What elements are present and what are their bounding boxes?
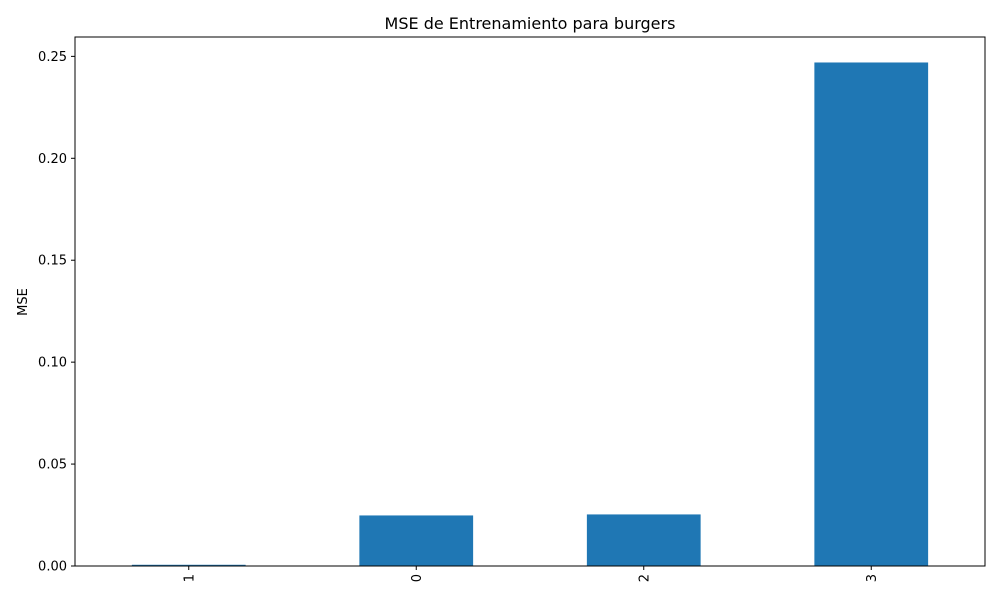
- y-tick-label: 0.00: [38, 560, 67, 575]
- x-axis: 1 0 2 3: [182, 566, 880, 582]
- chart-title: MSE de Entrenamiento para burgers: [385, 14, 676, 33]
- y-axis-label: MSE: [16, 288, 31, 316]
- y-tick-label: 0.05: [38, 458, 67, 473]
- y-tick-label: 0.20: [38, 152, 67, 167]
- x-tick-label: 0: [410, 574, 425, 582]
- bars-group: [131, 62, 929, 567]
- x-tick-label: 1: [182, 574, 197, 582]
- bar-0: [359, 515, 474, 566]
- y-tick-label: 0.25: [38, 50, 67, 65]
- y-axis: 0.00 0.05 0.10 0.15 0.20 0.25: [38, 50, 75, 575]
- x-tick-label: 3: [865, 574, 880, 582]
- bar-3: [814, 62, 929, 567]
- x-tick-label: 2: [637, 574, 652, 582]
- y-tick-label: 0.15: [38, 254, 67, 269]
- bar-1: [131, 564, 246, 566]
- bar-2: [586, 514, 701, 566]
- y-tick-label: 0.10: [38, 356, 67, 371]
- plot-frame: [74, 36, 986, 567]
